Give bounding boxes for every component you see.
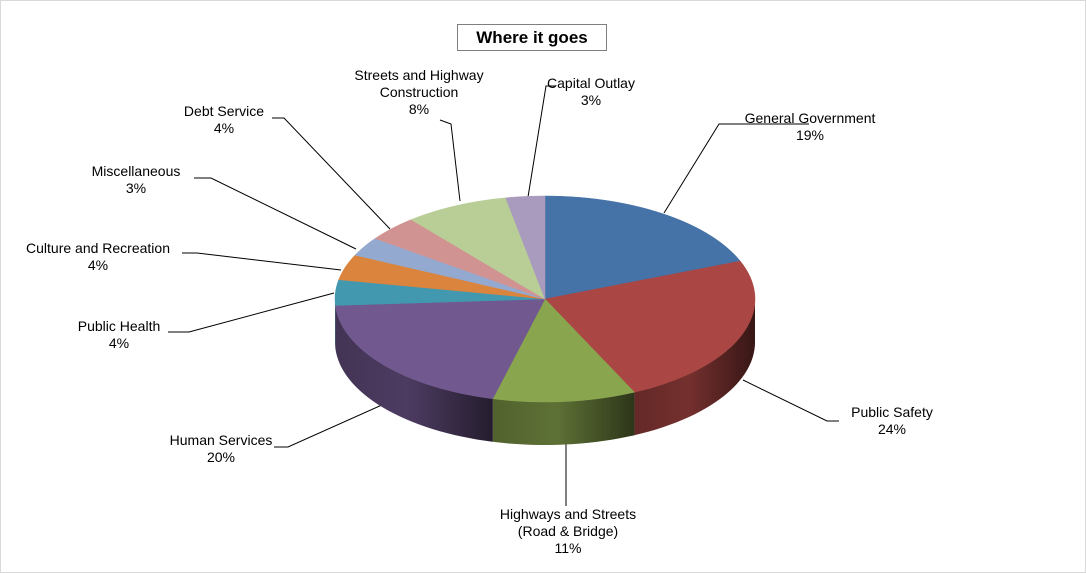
slice-label-percent: 3%	[125, 180, 147, 196]
pie-tops	[334, 195, 756, 403]
slice-label-name: Streets and Highway	[354, 67, 484, 83]
pie-side-shading	[634, 299, 755, 436]
pie-slice-miscellaneous	[354, 238, 546, 300]
chart-title: Where it goes	[457, 24, 607, 51]
slice-label-name: Capital Outlay	[547, 75, 635, 91]
slice-label-name: Highways and Streets	[499, 506, 637, 522]
slice-label-percent: 11%	[554, 540, 582, 556]
pie-slice-public-safety	[544, 260, 756, 393]
pie-slice-streets-and-highway-construction	[410, 197, 546, 300]
leader-line-human-services	[274, 403, 385, 448]
pie-slice-general-government	[544, 195, 741, 300]
slice-label-name: Public Health	[77, 318, 161, 334]
pie-slice-debt-service	[374, 219, 546, 300]
slice-label-name: Miscellaneous	[91, 163, 181, 179]
slice-label-miscellaneous: Miscellaneous 3%	[92, 163, 181, 197]
leader-line-miscellaneous	[194, 177, 357, 250]
leader-line-streets-and-highway-construction	[439, 119, 461, 202]
slice-label-percent: 8%	[408, 101, 430, 117]
slice-label-public-health: Public Health 4%	[78, 318, 161, 352]
pie-side-shading	[335, 305, 493, 442]
slice-label-name: Public Safety	[851, 404, 933, 420]
slice-label-highways-and-streets-road-bridge: Highways and Streets (Road & Bridge) 11%	[500, 506, 636, 557]
slice-label-percent: 24%	[877, 421, 907, 437]
slice-label-culture-and-recreation: Culture and Recreation 4%	[26, 240, 170, 274]
leader-line-general-government	[663, 123, 809, 214]
slice-label-percent: 20%	[206, 449, 236, 465]
pie-slice-public-health	[334, 279, 546, 306]
slice-label-percent: 4%	[87, 257, 109, 273]
leader-line-debt-service	[272, 117, 391, 230]
leader-line-culture-and-recreation	[182, 252, 342, 271]
slice-label-streets-and-highway-construction: Streets and Highway Construction 8%	[354, 67, 483, 118]
slice-label-name: General Government	[744, 110, 876, 126]
slice-label-name: Debt Service	[183, 103, 265, 119]
pie-slice-culture-and-recreation	[338, 254, 546, 300]
slice-label-percent: 4%	[213, 120, 235, 136]
slice-label-debt-service: Debt Service 4%	[184, 103, 264, 137]
slice-label-percent: 19%	[795, 127, 825, 143]
slice-label-public-safety: Public Safety 24%	[851, 404, 933, 438]
slice-label-capital-outlay: Capital Outlay 3%	[547, 75, 635, 109]
slice-label-general-government: General Government 19%	[745, 110, 876, 144]
slice-label-percent: 3%	[580, 92, 602, 108]
slice-label-percent: 4%	[108, 335, 130, 351]
slice-label-name: Culture and Recreation	[26, 240, 170, 256]
pie-slice-capital-outlay	[505, 195, 546, 300]
slice-label-name: Construction	[379, 84, 459, 100]
slice-label-name: Human Services	[169, 432, 273, 448]
slice-label-name: (Road & Bridge)	[517, 523, 619, 539]
leader-line-public-health	[168, 292, 335, 333]
pie-sides	[335, 299, 755, 445]
pie-slice-human-services	[335, 298, 546, 400]
leader-lines	[168, 85, 839, 506]
pie-slice-highways-and-streets-road-bridge	[492, 298, 635, 403]
leader-line-capital-outlay	[527, 85, 555, 198]
slice-label-human-services: Human Services 20%	[170, 432, 273, 466]
leader-line-public-safety	[742, 379, 839, 422]
pie-side-shading	[492, 392, 635, 445]
